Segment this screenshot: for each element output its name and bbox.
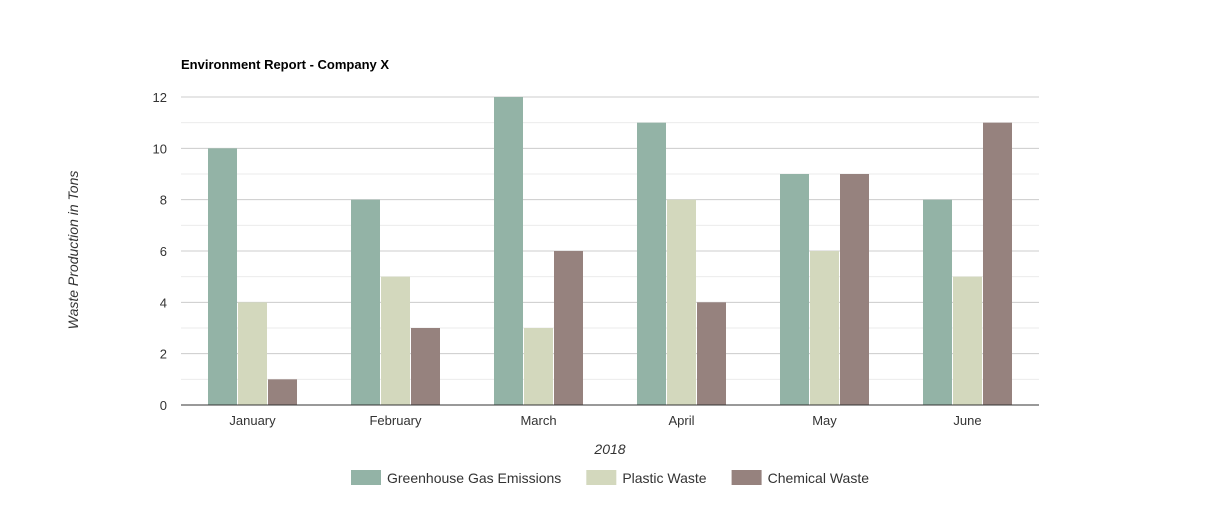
legend-item-plastic-waste[interactable]: Plastic Waste: [586, 470, 707, 486]
x-tick-label: March: [520, 413, 556, 428]
y-axis-title: Waste Production in Tons: [65, 171, 81, 330]
x-tick-labels: January February March April May June: [229, 413, 981, 428]
chart-title: Environment Report - Company X: [181, 57, 389, 72]
gridlines: [181, 96, 1039, 380]
bar-plastic-waste-may[interactable]: [810, 251, 839, 405]
x-tick-label: April: [668, 413, 694, 428]
legend-label: Chemical Waste: [768, 470, 870, 486]
bar-plastic-waste-january[interactable]: [238, 302, 267, 405]
legend-swatch: [351, 470, 381, 485]
x-tick-label: January: [229, 413, 276, 428]
legend-item-greenhouse-gas-emissions[interactable]: Greenhouse Gas Emissions: [351, 470, 561, 486]
x-tick-label: June: [953, 413, 981, 428]
legend-label: Plastic Waste: [622, 470, 706, 486]
bar-plastic-waste-february[interactable]: [381, 276, 410, 405]
legend-swatch: [586, 470, 617, 485]
bar-chemical-waste-june[interactable]: [983, 122, 1012, 406]
bar-chemical-waste-march[interactable]: [554, 251, 583, 405]
y-tick-label: 8: [160, 193, 167, 208]
legend: Greenhouse Gas Emissions Plastic Waste Che…: [351, 470, 869, 486]
x-tick-label: May: [812, 413, 837, 428]
bar-greenhouse-gas-emissions-june[interactable]: [923, 199, 952, 405]
bar-greenhouse-gas-emissions-april[interactable]: [637, 122, 666, 406]
bar-plastic-waste-april[interactable]: [667, 199, 696, 405]
legend-swatch: [731, 470, 762, 485]
bars: [208, 97, 1012, 406]
bar-chemical-waste-february[interactable]: [411, 328, 440, 405]
y-tick-label: 12: [153, 90, 167, 105]
bar-chemical-waste-may[interactable]: [840, 174, 869, 405]
bar-chemical-waste-april[interactable]: [697, 302, 726, 405]
bar-greenhouse-gas-emissions-may[interactable]: [780, 174, 809, 405]
bar-plastic-waste-march[interactable]: [524, 328, 553, 405]
y-tick-labels: 0 2 4 6 8 10 12: [153, 90, 167, 413]
y-tick-label: 0: [160, 398, 167, 413]
legend-item-chemical-waste[interactable]: Chemical Waste: [731, 470, 870, 486]
bar-greenhouse-gas-emissions-march[interactable]: [494, 97, 523, 405]
y-tick-label: 6: [160, 244, 167, 259]
bar-greenhouse-gas-emissions-january[interactable]: [208, 148, 237, 406]
x-axis-title: 2018: [593, 441, 625, 457]
bar-chemical-waste-january[interactable]: [268, 379, 297, 405]
x-tick-label: February: [369, 413, 422, 428]
bar-greenhouse-gas-emissions-february[interactable]: [351, 199, 380, 405]
y-tick-label: 4: [160, 295, 167, 310]
bar-plastic-waste-june[interactable]: [953, 276, 982, 405]
y-tick-label: 2: [160, 347, 167, 362]
y-tick-label: 10: [153, 141, 167, 156]
legend-label: Greenhouse Gas Emissions: [387, 470, 561, 486]
